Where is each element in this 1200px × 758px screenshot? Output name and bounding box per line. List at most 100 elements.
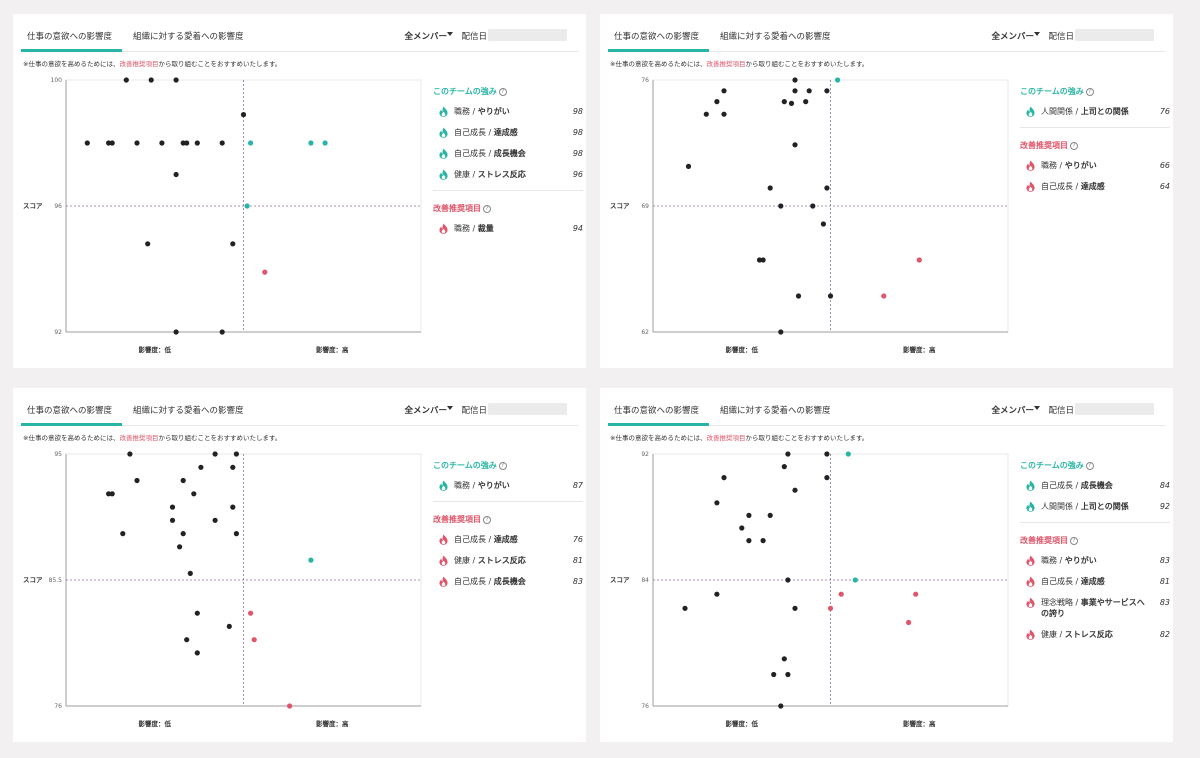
tab-motivation[interactable]: 仕事の意欲への影響度 — [20, 32, 123, 52]
data-point[interactable] — [792, 605, 798, 611]
data-point[interactable] — [827, 293, 834, 299]
data-point[interactable] — [194, 140, 200, 146]
data-point[interactable] — [682, 605, 688, 611]
data-point[interactable] — [881, 293, 887, 299]
data-point[interactable] — [287, 703, 293, 709]
caret-down-icon[interactable] — [1034, 32, 1040, 36]
data-point[interactable] — [106, 140, 112, 146]
help-icon[interactable]: ? — [1070, 141, 1078, 150]
list-item[interactable]: 自己成長 / 達成感 98 — [433, 127, 583, 138]
data-point[interactable] — [835, 77, 841, 83]
tab-motivation[interactable]: 仕事の意欲への影響度 — [607, 32, 710, 52]
data-point[interactable] — [230, 504, 236, 510]
data-point[interactable] — [714, 500, 720, 506]
list-item[interactable]: 人間関係 / 上司との関係 76 — [1020, 106, 1170, 117]
data-point[interactable] — [148, 77, 154, 83]
data-point[interactable] — [219, 140, 225, 146]
date-input[interactable] — [488, 29, 567, 41]
data-point[interactable] — [180, 477, 186, 484]
data-point[interactable] — [785, 451, 791, 457]
data-point[interactable] — [778, 203, 784, 209]
member-select[interactable]: 全メンバー — [991, 406, 1034, 416]
data-point[interactable] — [240, 112, 247, 118]
data-point[interactable] — [803, 99, 809, 105]
data-point[interactable] — [792, 77, 798, 83]
data-point[interactable] — [781, 464, 787, 470]
tab-attachment[interactable]: 組織に対する愛着への影響度 — [720, 406, 831, 416]
data-point[interactable] — [173, 171, 179, 178]
data-point[interactable] — [810, 203, 816, 209]
data-point[interactable] — [120, 531, 126, 537]
data-point[interactable] — [191, 491, 197, 497]
data-point[interactable] — [212, 451, 218, 457]
list-item[interactable]: 職務 / やりがい 66 — [1020, 160, 1170, 171]
data-point[interactable] — [760, 538, 766, 544]
list-item[interactable]: 職務 / やりがい 87 — [433, 480, 583, 491]
data-point[interactable] — [906, 619, 912, 626]
data-point[interactable] — [169, 517, 176, 523]
list-item[interactable]: 自己成長 / 成長機会 84 — [1020, 480, 1170, 491]
list-item[interactable]: 自己成長 / 達成感 81 — [1020, 576, 1170, 587]
data-point[interactable] — [792, 88, 798, 94]
data-point[interactable] — [824, 88, 830, 94]
help-icon[interactable]: ? — [498, 87, 507, 96]
data-point[interactable] — [820, 221, 826, 227]
data-point[interactable] — [838, 591, 844, 597]
data-point[interactable] — [714, 591, 720, 597]
data-point[interactable] — [827, 605, 834, 611]
data-point[interactable] — [226, 623, 232, 629]
data-point[interactable] — [145, 241, 151, 247]
data-point[interactable] — [916, 257, 922, 263]
data-point[interactable] — [746, 538, 752, 544]
list-item[interactable]: 健康 / ストレス反応 82 — [1020, 629, 1170, 640]
help-icon[interactable]: ? — [483, 515, 491, 524]
data-point[interactable] — [123, 77, 129, 83]
data-point[interactable] — [173, 77, 179, 83]
data-point[interactable] — [795, 293, 802, 299]
list-item[interactable]: 自己成長 / 達成感 76 — [433, 534, 583, 545]
data-point[interactable] — [785, 577, 791, 583]
data-point[interactable] — [184, 140, 190, 146]
list-item[interactable]: 職務 / 裁量 94 — [433, 223, 583, 234]
data-point[interactable] — [308, 557, 314, 563]
data-point[interactable] — [685, 163, 692, 169]
data-point[interactable] — [760, 257, 766, 263]
data-point[interactable] — [198, 464, 204, 470]
data-point[interactable] — [785, 671, 791, 678]
data-point[interactable] — [233, 531, 239, 537]
list-item[interactable]: 自己成長 / 達成感 64 — [1020, 181, 1170, 192]
tab-attachment[interactable]: 組織に対する愛着への影響度 — [133, 32, 244, 42]
data-point[interactable] — [184, 637, 190, 643]
list-item[interactable]: 自己成長 / 成長機会 83 — [433, 576, 583, 587]
list-item[interactable]: 職務 / やりがい 83 — [1020, 555, 1170, 566]
help-icon[interactable]: ? — [483, 204, 491, 213]
data-point[interactable] — [845, 451, 851, 457]
caret-down-icon[interactable] — [447, 406, 453, 410]
data-point[interactable] — [781, 99, 787, 105]
data-point[interactable] — [756, 257, 763, 263]
data-point[interactable] — [127, 451, 133, 457]
data-point[interactable] — [767, 185, 773, 191]
data-point[interactable] — [194, 650, 200, 656]
data-point[interactable] — [219, 329, 225, 335]
data-point[interactable] — [703, 111, 709, 117]
list-item[interactable]: 理念戦略 / 事業やサービスへの誇り 83 — [1020, 597, 1170, 619]
data-point[interactable] — [824, 451, 830, 457]
data-point[interactable] — [913, 591, 919, 597]
data-point[interactable] — [248, 610, 254, 616]
data-point[interactable] — [778, 329, 784, 335]
data-point[interactable] — [824, 475, 830, 481]
data-point[interactable] — [230, 241, 236, 247]
member-select[interactable]: 全メンバー — [404, 32, 447, 42]
data-point[interactable] — [134, 477, 140, 484]
data-point[interactable] — [792, 142, 798, 148]
data-point[interactable] — [248, 140, 254, 146]
date-input[interactable] — [1075, 403, 1154, 415]
data-point[interactable] — [852, 577, 858, 583]
data-point[interactable] — [177, 544, 183, 550]
data-point[interactable] — [230, 464, 236, 470]
caret-down-icon[interactable] — [447, 32, 453, 36]
data-point[interactable] — [106, 491, 112, 497]
data-point[interactable] — [714, 99, 720, 105]
data-point[interactable] — [233, 451, 239, 457]
